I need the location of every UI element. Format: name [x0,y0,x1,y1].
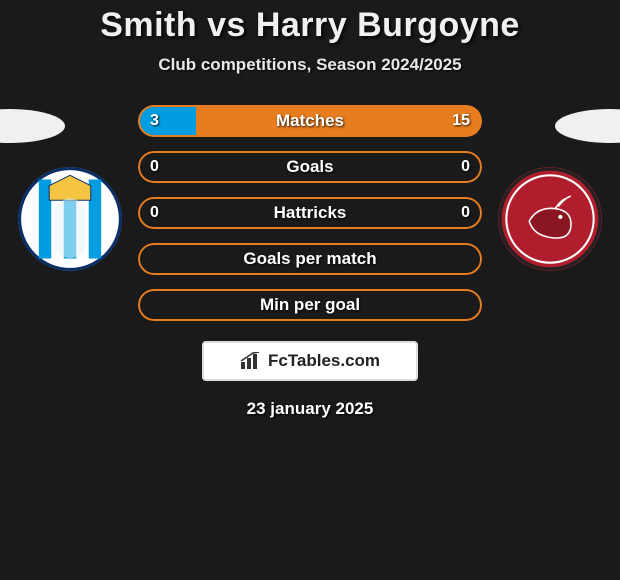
bar-value-left: 0 [138,197,171,229]
bar-label: Matches [138,105,482,137]
club-logo-right-svg [498,167,602,271]
stat-bar: Goals0 0 [138,151,482,183]
bar-label: Goals [138,151,482,183]
comparison-content: Matches315Goals00Hattricks00Goals per ma… [0,105,620,419]
stat-bar: Goals per match [138,243,482,275]
club-logo-left [18,167,122,271]
bar-chart-icon [240,352,262,370]
stat-bar: Min per goal [138,289,482,321]
bar-value-left: 0 [138,151,171,183]
brand-box: FcTables.com [202,341,418,381]
bar-label: Hattricks [138,197,482,229]
subtitle: Club competitions, Season 2024/2025 [0,55,620,75]
stat-bar: Hattricks0 0 [138,197,482,229]
bar-value-right: 0 [449,151,482,183]
bar-label: Goals per match [138,243,482,275]
club-logo-right [498,167,602,271]
stat-bars: Matches315Goals00Hattricks00Goals per ma… [138,105,482,321]
stat-bar: Matches3 15 [138,105,482,137]
bar-label: Min per goal [138,289,482,321]
player-left-ellipse [0,109,65,143]
bar-value-right: 15 [440,105,482,137]
brand-text: FcTables.com [268,351,380,371]
bar-value-right: 0 [449,197,482,229]
date-text: 23 january 2025 [0,399,620,419]
player-right-ellipse [555,109,620,143]
page-title: Smith vs Harry Burgoyne [0,0,620,45]
bar-value-left: 3 [138,105,171,137]
club-logo-left-svg [18,167,122,271]
